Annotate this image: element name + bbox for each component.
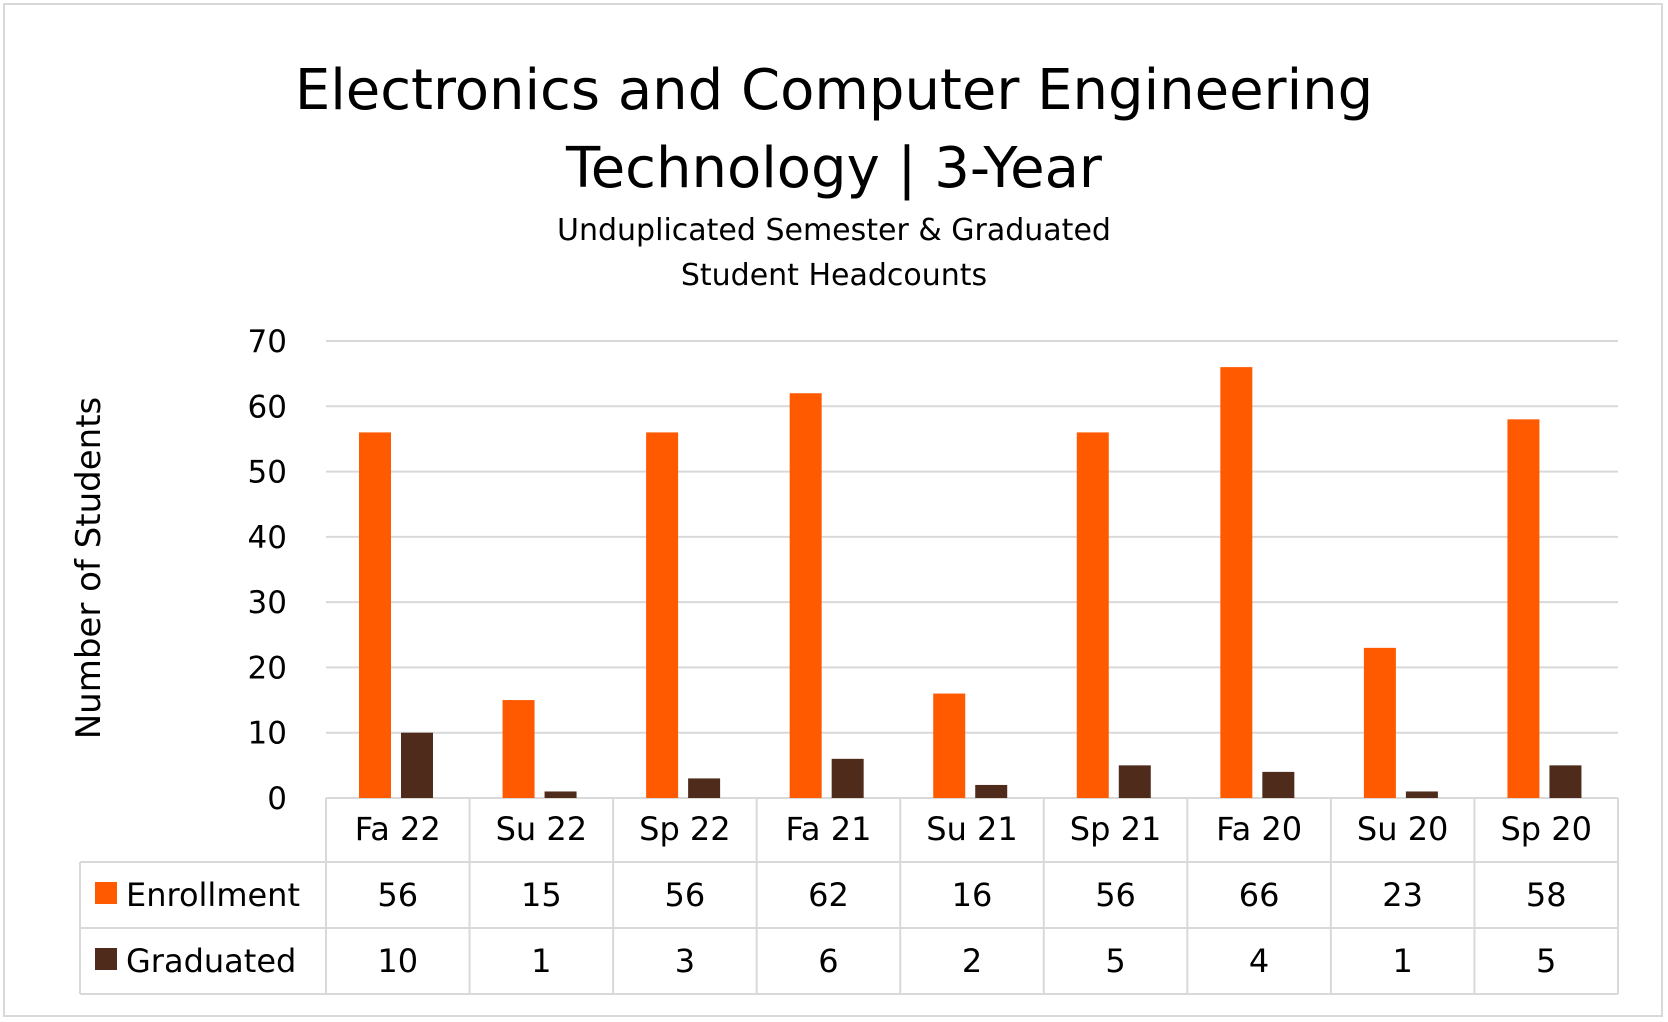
table-cell-value: 58: [1526, 876, 1567, 914]
table-cell-value: 23: [1382, 876, 1423, 914]
table-cell-value: 62: [808, 876, 849, 914]
table-cell-value: 6: [818, 942, 838, 980]
y-tick-label: 10: [248, 716, 287, 752]
category-label: Fa 20: [1216, 810, 1302, 848]
table-cell-value: 5: [1536, 942, 1556, 980]
table-cell-value: 10: [377, 942, 418, 980]
bar-enrollment: [789, 393, 822, 798]
y-axis-label: Number of Students: [69, 397, 109, 740]
table-cell-value: 3: [675, 942, 695, 980]
category-label: Su 21: [926, 810, 1017, 848]
category-label: Su 22: [496, 810, 587, 848]
y-tick-label: 50: [248, 455, 287, 491]
legend-label: Enrollment: [126, 876, 300, 914]
y-tick-label: 20: [248, 650, 287, 686]
category-label: Sp 20: [1500, 810, 1592, 848]
y-tick-label: 30: [248, 585, 287, 621]
bars: [359, 367, 1582, 798]
category-label: Sp 22: [639, 810, 731, 848]
bar-graduated: [1405, 791, 1438, 798]
bar-enrollment: [933, 693, 966, 798]
table-cell-value: 4: [1249, 942, 1269, 980]
bar-enrollment: [1507, 419, 1540, 798]
y-tick-label: 70: [248, 324, 287, 360]
bar-enrollment: [359, 432, 391, 798]
bar-enrollment: [502, 700, 535, 798]
chart-subtitle-line-1: Unduplicated Semester & Graduated: [557, 213, 1111, 248]
bar-enrollment: [1076, 432, 1109, 798]
bar-enrollment: [1220, 367, 1253, 798]
y-tick-label: 60: [248, 389, 287, 425]
chart-title-line-2: Technology | 3-Year: [566, 136, 1102, 201]
bar-graduated: [688, 778, 721, 798]
bar-graduated: [401, 732, 433, 798]
bar-graduated: [544, 791, 577, 798]
table-cell-value: 15: [521, 876, 562, 914]
table-cell-value: 16: [952, 876, 993, 914]
bar-graduated: [1118, 765, 1151, 798]
chart-subtitle-line-2: Student Headcounts: [680, 258, 988, 293]
table-cell-value: 5: [1105, 942, 1125, 980]
bar-graduated: [1262, 771, 1295, 798]
category-label: Su 20: [1357, 810, 1448, 848]
legend-swatch: [95, 882, 117, 904]
bar-graduated: [1549, 765, 1582, 798]
bar-graduated: [831, 758, 864, 798]
data-table: Fa 22 Su 22 Sp 22 Fa 21 Su 21 Sp 21 Fa 20 Su 20…: [79, 798, 1619, 995]
table-cell-value: 1: [1392, 942, 1412, 980]
y-tick-label: 0: [267, 781, 287, 817]
y-tick-label: 40: [248, 520, 287, 556]
bar-enrollment: [646, 432, 679, 798]
y-axis-ticks: 0 10 20 30 40 50 60 70: [248, 324, 287, 817]
bar-graduated: [975, 784, 1008, 798]
legend-label: Graduated: [126, 942, 296, 980]
table-cell-value: 56: [1095, 876, 1136, 914]
table-cell-value: 66: [1239, 876, 1280, 914]
bar-enrollment: [1363, 647, 1396, 798]
category-label: Sp 21: [1070, 810, 1162, 848]
legend-swatch: [95, 948, 117, 970]
table-cell-value: 1: [531, 942, 551, 980]
table-cell-value: 2: [962, 942, 982, 980]
chart-frame: [3, 3, 1663, 1017]
chart-title-line-1: Electronics and Computer Engineering: [294, 58, 1374, 123]
table-cell-value: 56: [665, 876, 706, 914]
table-cell-value: 56: [377, 876, 418, 914]
category-label: Fa 22: [355, 810, 441, 848]
category-label: Fa 21: [785, 810, 871, 848]
gridlines: [326, 340, 1618, 799]
